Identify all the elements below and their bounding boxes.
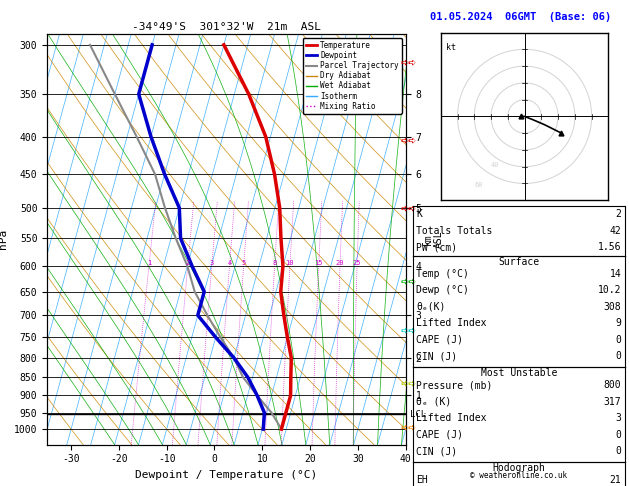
- Text: Totals Totals: Totals Totals: [416, 226, 493, 236]
- Text: CAPE (J): CAPE (J): [416, 430, 464, 440]
- Text: 3: 3: [209, 260, 214, 266]
- Text: ➪➪: ➪➪: [401, 379, 417, 389]
- Text: K: K: [416, 209, 422, 219]
- Text: ➪➪: ➪➪: [401, 277, 417, 287]
- Text: 01.05.2024  06GMT  (Base: 06): 01.05.2024 06GMT (Base: 06): [430, 13, 611, 22]
- Text: ➪➪: ➪➪: [401, 58, 417, 68]
- Text: 25: 25: [353, 260, 361, 266]
- Text: 2: 2: [616, 209, 621, 219]
- Text: EH: EH: [416, 475, 428, 486]
- Text: 0: 0: [616, 447, 621, 456]
- Text: Lifted Index: Lifted Index: [416, 318, 487, 329]
- Text: © weatheronline.co.uk: © weatheronline.co.uk: [470, 471, 567, 480]
- Text: Dewp (°C): Dewp (°C): [416, 285, 469, 295]
- Text: Pressure (mb): Pressure (mb): [416, 381, 493, 390]
- Text: 0: 0: [616, 351, 621, 362]
- Text: Hodograph: Hodograph: [493, 464, 545, 473]
- Text: 5: 5: [242, 260, 246, 266]
- X-axis label: Dewpoint / Temperature (°C): Dewpoint / Temperature (°C): [135, 470, 318, 480]
- Text: 800: 800: [604, 381, 621, 390]
- Text: Surface: Surface: [498, 257, 540, 267]
- Text: Lifted Index: Lifted Index: [416, 414, 487, 423]
- Text: ➪➪: ➪➪: [401, 204, 417, 214]
- Y-axis label: km
ASL: km ASL: [423, 230, 444, 248]
- Text: ➪➪: ➪➪: [401, 326, 417, 335]
- Text: kt: kt: [446, 43, 456, 52]
- Text: 8: 8: [272, 260, 277, 266]
- Text: ➪➪: ➪➪: [401, 423, 417, 433]
- Text: 14: 14: [610, 269, 621, 279]
- Text: 10: 10: [286, 260, 294, 266]
- Text: ➪➪: ➪➪: [401, 136, 417, 146]
- Legend: Temperature, Dewpoint, Parcel Trajectory, Dry Adiabat, Wet Adiabat, Isotherm, Mi: Temperature, Dewpoint, Parcel Trajectory…: [303, 38, 402, 114]
- Text: θₑ (K): θₑ (K): [416, 397, 452, 407]
- Y-axis label: hPa: hPa: [0, 229, 8, 249]
- Text: 60: 60: [474, 182, 483, 188]
- Title: -34°49'S  301°32'W  21m  ASL: -34°49'S 301°32'W 21m ASL: [132, 22, 321, 32]
- Text: 42: 42: [610, 226, 621, 236]
- Text: CAPE (J): CAPE (J): [416, 335, 464, 345]
- Text: Temp (°C): Temp (°C): [416, 269, 469, 279]
- Text: θₑ(K): θₑ(K): [416, 302, 446, 312]
- Text: 308: 308: [604, 302, 621, 312]
- Text: PW (cm): PW (cm): [416, 243, 457, 252]
- Text: 317: 317: [604, 397, 621, 407]
- Text: 21: 21: [610, 475, 621, 486]
- Text: 40: 40: [491, 162, 499, 168]
- Text: 15: 15: [314, 260, 323, 266]
- Text: 1.56: 1.56: [598, 243, 621, 252]
- Text: 20: 20: [336, 260, 344, 266]
- Text: 3: 3: [616, 414, 621, 423]
- Text: CIN (J): CIN (J): [416, 351, 457, 362]
- Text: 0: 0: [616, 430, 621, 440]
- Text: CIN (J): CIN (J): [416, 447, 457, 456]
- Text: 1: 1: [147, 260, 151, 266]
- Text: 10.2: 10.2: [598, 285, 621, 295]
- Text: 4: 4: [227, 260, 231, 266]
- Text: 2: 2: [186, 260, 190, 266]
- Text: Most Unstable: Most Unstable: [481, 368, 557, 379]
- Text: 0: 0: [616, 335, 621, 345]
- Text: LCL: LCL: [410, 410, 426, 419]
- Text: 9: 9: [616, 318, 621, 329]
